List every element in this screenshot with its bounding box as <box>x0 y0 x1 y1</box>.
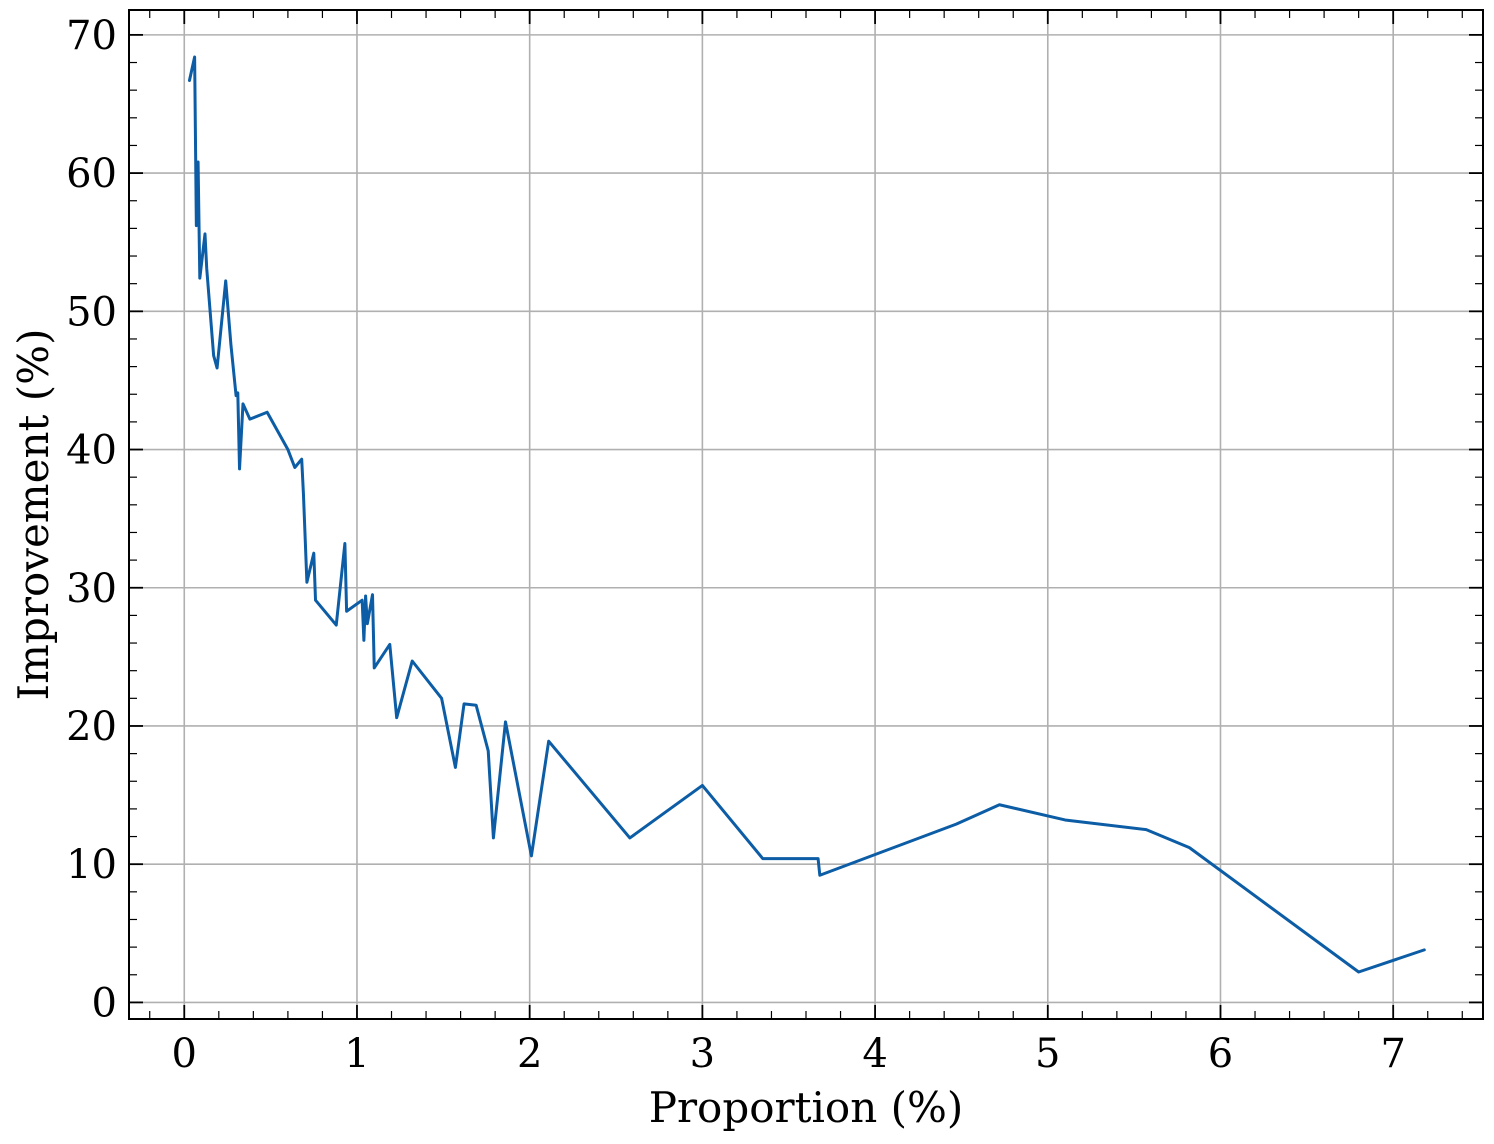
axis-ticks <box>129 10 1483 1019</box>
x-tick-label: 1 <box>344 1031 369 1077</box>
grid-lines <box>129 10 1483 1019</box>
x-tick-label: 5 <box>1035 1031 1060 1077</box>
y-tick-label: 0 <box>92 980 117 1026</box>
x-axis-title: Proportion (%) <box>649 1083 964 1132</box>
x-tick-label: 2 <box>517 1031 542 1077</box>
plot-frame <box>128 9 1484 1020</box>
x-axis-tick-labels: 0 1 2 3 4 5 6 7 <box>172 1031 1406 1077</box>
x-tick-label: 0 <box>172 1031 197 1077</box>
data-series <box>187 55 1426 974</box>
y-tick-label: 50 <box>66 289 117 335</box>
y-tick-label: 60 <box>66 151 117 197</box>
y-tick-label: 10 <box>66 842 117 888</box>
y-tick-label: 40 <box>66 428 117 474</box>
y-tick-label: 20 <box>66 704 117 750</box>
y-axis-title: Improvement (%) <box>9 329 58 701</box>
x-tick-label: 7 <box>1380 1031 1405 1077</box>
y-tick-label: 30 <box>66 566 117 612</box>
x-tick-label: 3 <box>690 1031 715 1077</box>
x-tick-label: 6 <box>1208 1031 1233 1077</box>
y-axis-tick-labels: 0 10 20 30 40 50 60 70 <box>66 13 117 1027</box>
y-tick-label: 70 <box>66 13 117 59</box>
series-line-0 <box>187 55 1426 974</box>
x-tick-label: 4 <box>862 1031 887 1077</box>
